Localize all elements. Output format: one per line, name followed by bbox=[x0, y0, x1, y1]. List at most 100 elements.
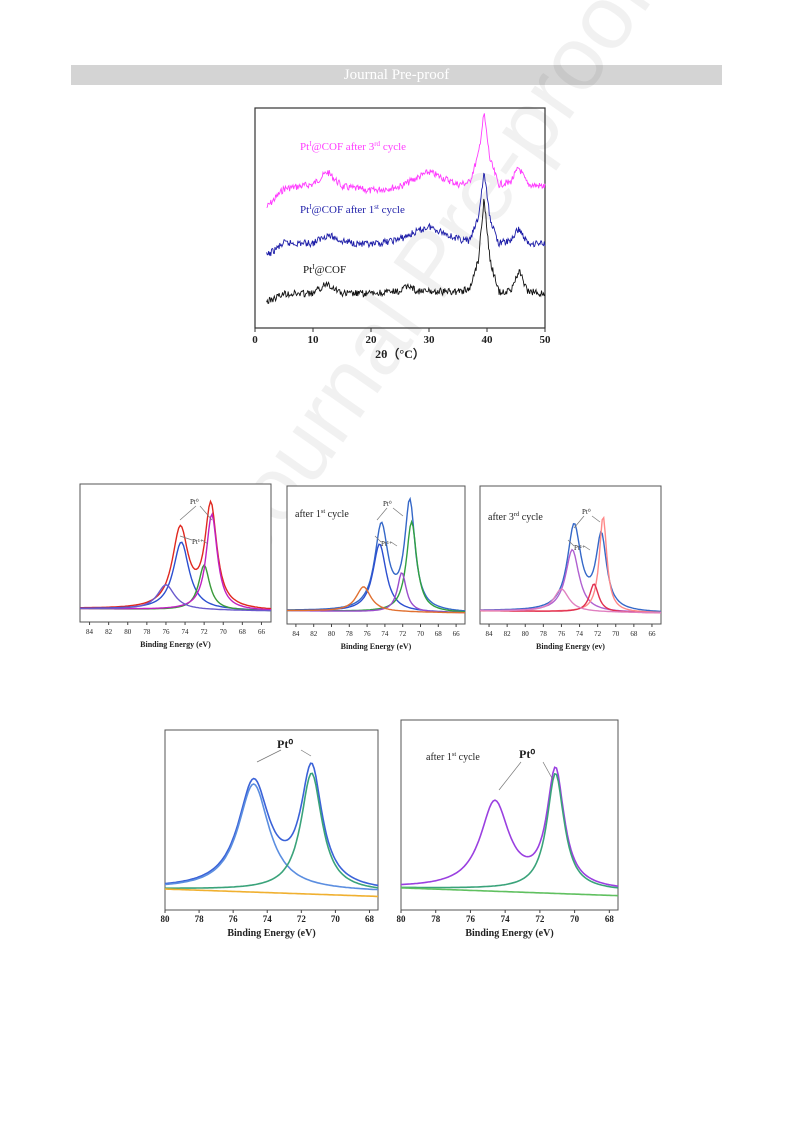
xps-x-tick-label: 74 bbox=[263, 914, 273, 924]
xps-annotation-arrow bbox=[542, 761, 554, 781]
xps-peak-annotation: Pt¹⁺ bbox=[574, 544, 586, 552]
xps-fit-curve bbox=[287, 496, 466, 612]
xps-x-axis-label: Binding Energy (eV) bbox=[140, 640, 211, 649]
xps-x-tick-label: 68 bbox=[630, 630, 638, 638]
xps-annotation-arrow bbox=[376, 507, 388, 521]
xps-plot-frame bbox=[164, 729, 379, 911]
xrd-series-label: PtI@COF after 1st cycle bbox=[300, 203, 405, 216]
xps-fit-curve bbox=[164, 762, 379, 887]
xps-chart-a: 84 82 80 78 76 74 72 70 68 66 Binding Energy (eV) P… bbox=[79, 483, 272, 649]
xps-x-tick-label: 76 bbox=[558, 630, 566, 638]
xps-x-tick-label: 68 bbox=[605, 914, 615, 924]
xps-x-tick-label: 70 bbox=[220, 628, 228, 636]
xrd-x-tick-label: 20 bbox=[366, 334, 378, 346]
xps-x-tick-label: 68 bbox=[365, 914, 375, 924]
xps-x-tick-label: 70 bbox=[331, 914, 341, 924]
xps-peak-annotation: Pt¹⁺ bbox=[381, 540, 393, 548]
xps-x-tick-label: 80 bbox=[397, 914, 407, 924]
xps-peak-annotation: Pt⁰ bbox=[519, 747, 535, 761]
xps-peak-annotation: Pt⁰ bbox=[582, 508, 591, 516]
xps-fit-curve bbox=[80, 584, 271, 612]
xps-annotation-arrow bbox=[390, 541, 398, 547]
xps-figure-b: 84 82 80 78 76 74 72 70 68 66 Binding Energy (eV) a… bbox=[285, 484, 467, 659]
xps-x-tick-label: 74 bbox=[501, 914, 511, 924]
xps-figure-e: 80 78 76 74 72 70 68 Binding Energy (eV) after 1… bbox=[393, 718, 628, 939]
xrd-series-label: PtI@COF after 3rd cycle bbox=[300, 140, 406, 153]
xps-plot-frame bbox=[79, 483, 272, 623]
xps-x-tick-label: 66 bbox=[258, 628, 266, 636]
xps-fit-curve bbox=[164, 888, 378, 898]
xps-panel-title: after 1st cycle bbox=[426, 751, 480, 763]
xps-x-tick-label: 78 bbox=[346, 630, 354, 638]
xrd-x-tick-label: 10 bbox=[308, 334, 320, 346]
xps-annotation-arrow bbox=[591, 515, 601, 523]
xrd-x-tick-label: 40 bbox=[482, 334, 494, 346]
xps-x-tick-label: 72 bbox=[201, 628, 209, 636]
xps-annotation-arrow bbox=[374, 535, 382, 543]
xps-x-tick-label: 72 bbox=[594, 630, 602, 638]
xps-x-tick-label: 68 bbox=[239, 628, 247, 636]
xps-annotation-arrow bbox=[256, 749, 282, 763]
xps-annotation-arrow bbox=[201, 539, 209, 545]
xrd-figure: 0 10 20 30 40 50 2θ（°C） PtI@COF after 3rd cycle… bbox=[245, 103, 555, 363]
xps-annotation-arrow bbox=[392, 507, 404, 517]
xps-x-tick-label: 70 bbox=[612, 630, 620, 638]
xps-x-tick-label: 78 bbox=[195, 914, 205, 924]
xps-annotation-arrow bbox=[567, 539, 575, 547]
xps-x-tick-label: 80 bbox=[328, 630, 336, 638]
xrd-x-tick-label: 50 bbox=[540, 334, 552, 346]
xps-x-tick-label: 78 bbox=[431, 914, 441, 924]
xps-x-tick-label: 74 bbox=[182, 628, 190, 636]
xrd-chart: 0 10 20 30 40 50 2θ（°C） PtI@COF after 3rd cycle… bbox=[252, 107, 552, 361]
xps-chart-e: 80 78 76 74 72 70 68 Binding Energy (eV) after 1… bbox=[397, 719, 619, 939]
xps-annotation-arrow bbox=[498, 761, 522, 791]
xps-x-tick-label: 78 bbox=[540, 630, 548, 638]
xps-x-tick-label: 72 bbox=[399, 630, 407, 638]
xps-x-tick-label: 84 bbox=[486, 630, 494, 638]
xrd-series-label: PtI@COF bbox=[303, 263, 346, 276]
xps-x-tick-label: 82 bbox=[105, 628, 113, 636]
xps-annotation-arrow bbox=[199, 505, 213, 521]
xps-fit-curve bbox=[480, 588, 662, 614]
xrd-plot-frame bbox=[254, 107, 546, 329]
xps-x-tick-label: 74 bbox=[381, 630, 389, 638]
xps-x-tick-label: 66 bbox=[453, 630, 461, 638]
xps-fit-curve bbox=[164, 783, 379, 891]
xps-fit-curve bbox=[401, 772, 619, 889]
xps-x-tick-label: 76 bbox=[229, 914, 239, 924]
xps-figure-a: 84 82 80 78 76 74 72 70 68 66 Binding Energy (eV) P… bbox=[78, 482, 273, 657]
xps-x-tick-label: 74 bbox=[576, 630, 584, 638]
xps-chart-d: 80 78 76 74 72 70 68 Binding Energy (eV) Pt⁰ bbox=[161, 729, 379, 939]
xrd-x-tick-label: 30 bbox=[424, 334, 436, 346]
xrd-x-tick-label: 0 bbox=[252, 334, 258, 346]
xps-fit-curve bbox=[287, 586, 466, 614]
xps-fit-curve bbox=[80, 499, 272, 610]
xps-x-axis-label: Binding Energy (eV) bbox=[227, 928, 315, 939]
xps-fit-curve bbox=[165, 772, 379, 889]
xps-x-tick-label: 80 bbox=[124, 628, 132, 636]
xps-annotation-arrow bbox=[179, 535, 193, 541]
xrd-series-line bbox=[266, 198, 546, 304]
xrd-series-line bbox=[266, 113, 546, 208]
xps-figure-c: 84 82 80 78 76 74 72 70 68 66 Binding Energy (ev) a… bbox=[478, 484, 663, 659]
xps-annotation-arrow bbox=[179, 505, 197, 521]
xps-x-tick-label: 66 bbox=[648, 630, 656, 638]
xrd-x-axis-label: 2θ（°C） bbox=[375, 346, 425, 361]
xps-x-tick-label: 78 bbox=[143, 628, 151, 636]
xps-x-tick-label: 82 bbox=[310, 630, 318, 638]
xps-x-tick-label: 76 bbox=[364, 630, 372, 638]
xps-x-tick-label: 70 bbox=[570, 914, 580, 924]
xps-x-tick-label: 80 bbox=[161, 914, 171, 924]
xps-fit-curve bbox=[401, 887, 619, 897]
xps-peak-annotation: Pt⁰ bbox=[190, 498, 199, 506]
xps-x-tick-label: 72 bbox=[297, 914, 307, 924]
xps-x-tick-label: 84 bbox=[86, 628, 94, 636]
xps-x-tick-label: 70 bbox=[417, 630, 425, 638]
xps-peak-annotation: Pt⁰ bbox=[277, 737, 293, 751]
xps-x-tick-label: 76 bbox=[466, 914, 476, 924]
xps-x-axis-label: Binding Energy (ev) bbox=[536, 642, 605, 651]
journal-header-bar: Journal Pre-proof bbox=[71, 65, 722, 85]
xps-chart-c: 84 82 80 78 76 74 72 70 68 66 Binding Energy (ev) a… bbox=[479, 485, 662, 651]
xps-panel-title: after 3rd cycle bbox=[488, 511, 543, 523]
xps-figure-d: 80 78 76 74 72 70 68 Binding Energy (eV) Pt⁰ bbox=[155, 728, 380, 939]
